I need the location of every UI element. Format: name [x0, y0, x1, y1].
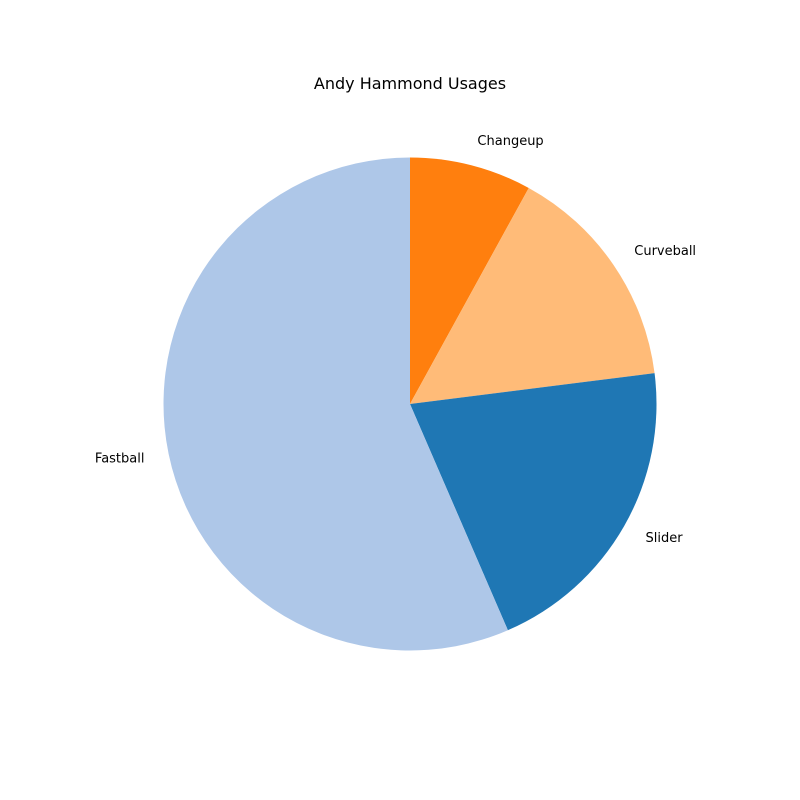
slice-label-curveball: Curveball [634, 244, 696, 259]
pie-slice-changeup [410, 157, 529, 404]
pie-slice-slider [410, 373, 657, 631]
slice-label-fastball: Fastball [95, 451, 145, 466]
pie-labels: Changeup Curveball Slider Fastball [95, 134, 696, 546]
chart-title: Andy Hammond Usages [314, 74, 506, 93]
pie-slice-curveball [410, 187, 655, 404]
slice-label-changeup: Changeup [477, 134, 543, 149]
slice-label-slider: Slider [646, 531, 684, 546]
pie-slice-fastball [163, 157, 508, 651]
pie-slices [163, 157, 657, 651]
